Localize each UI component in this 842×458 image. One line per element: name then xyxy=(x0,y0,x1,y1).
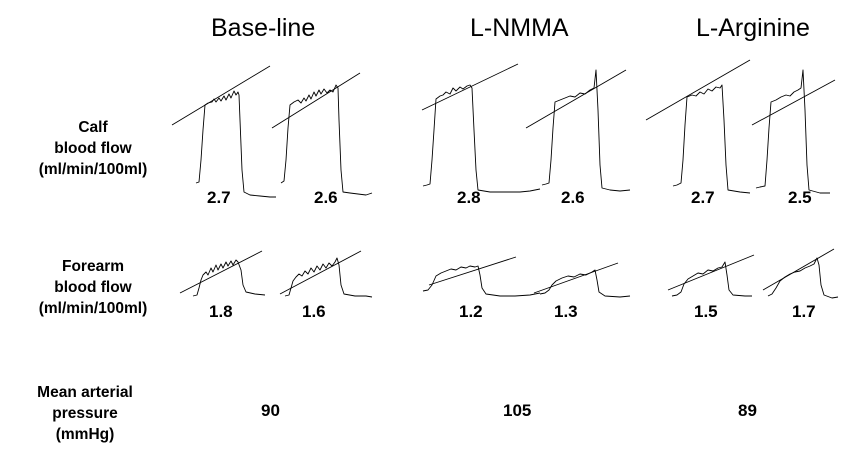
forearm-trace-larginine-1 xyxy=(671,261,752,297)
calf-value-larginine-1: 2.7 xyxy=(691,188,715,207)
column-header-larginine: L-Arginine xyxy=(696,14,810,42)
calf-slope-line-larginine-1 xyxy=(645,59,751,121)
forearm-trace-lnmma-1 xyxy=(422,265,541,297)
calf-slope-line-larginine-2 xyxy=(751,79,836,126)
calf-value-lnmma-2: 2.6 xyxy=(561,188,585,207)
row-label-calf-line-3: (ml/min/100ml) xyxy=(38,161,148,178)
calf-trace-larginine-2 xyxy=(755,69,830,194)
forearm-slope-line-lnmma-2 xyxy=(533,262,619,294)
forearm-traces xyxy=(179,248,839,299)
calf-traces xyxy=(171,59,836,198)
calf-slope-line-baseline-1 xyxy=(171,65,271,126)
forearm-trace-baseline-1 xyxy=(192,259,266,297)
calf-value-lnmma-1: 2.8 xyxy=(457,188,481,207)
pressure-value-baseline: 90 xyxy=(261,401,280,420)
calf-value-larginine-2: 2.5 xyxy=(788,188,812,207)
row-label-calf: Calf blood flow (ml/min/100ml) xyxy=(8,117,178,180)
column-header-baseline: Base-line xyxy=(211,14,316,42)
forearm-slope-line-larginine-1 xyxy=(667,254,755,291)
row-label-forearm-line-2: blood flow xyxy=(54,279,132,296)
forearm-value-baseline-2: 1.6 xyxy=(302,302,326,321)
forearm-slope-line-baseline-2 xyxy=(279,250,362,295)
calf-trace-baseline-2 xyxy=(280,84,373,196)
calf-trace-lnmma-2 xyxy=(541,69,631,192)
row-label-forearm-line-1: Forearm xyxy=(61,258,125,275)
calf-value-baseline-1: 2.7 xyxy=(207,188,231,207)
forearm-value-lnmma-1: 1.2 xyxy=(459,302,483,321)
calf-slope-line-lnmma-2 xyxy=(525,69,627,129)
forearm-value-baseline-1: 1.8 xyxy=(209,302,233,321)
pressure-value-larginine: 89 xyxy=(738,401,757,420)
calf-slope-line-baseline-2 xyxy=(271,72,361,129)
row-label-pressure-line-1: Mean arterial xyxy=(37,384,133,401)
row-label-pressure-line-3: (mmHg) xyxy=(55,426,115,443)
forearm-slope-line-baseline-1 xyxy=(179,250,263,294)
row-label-forearm: Forearm blood flow (ml/min/100ml) xyxy=(8,256,178,319)
row-label-calf-line-1: Calf xyxy=(78,119,108,136)
forearm-trace-lnmma-2 xyxy=(539,269,631,298)
column-header-lnmma: L-NMMA xyxy=(470,14,569,42)
row-label-forearm-line-3: (ml/min/100ml) xyxy=(38,300,148,317)
forearm-value-larginine-1: 1.5 xyxy=(694,302,718,321)
forearm-value-lnmma-2: 1.3 xyxy=(554,302,578,321)
forearm-trace-larginine-2 xyxy=(767,257,839,299)
forearm-value-larginine-2: 1.7 xyxy=(792,302,816,321)
calf-trace-lnmma-1 xyxy=(422,84,541,193)
forearm-trace-baseline-2 xyxy=(284,257,373,298)
forearm-slope-line-lnmma-1 xyxy=(428,256,517,286)
calf-trace-baseline-1 xyxy=(195,90,276,198)
calf-value-baseline-2: 2.6 xyxy=(314,188,338,207)
row-label-calf-line-2: blood flow xyxy=(54,140,132,157)
forearm-slope-line-larginine-2 xyxy=(762,248,835,291)
pressure-value-lnmma: 105 xyxy=(503,401,532,420)
calf-slope-line-lnmma-1 xyxy=(421,63,519,111)
calf-trace-larginine-1 xyxy=(672,84,751,194)
row-label-pressure: Mean arterial pressure (mmHg) xyxy=(0,382,170,445)
row-label-pressure-line-2: pressure xyxy=(52,405,118,422)
